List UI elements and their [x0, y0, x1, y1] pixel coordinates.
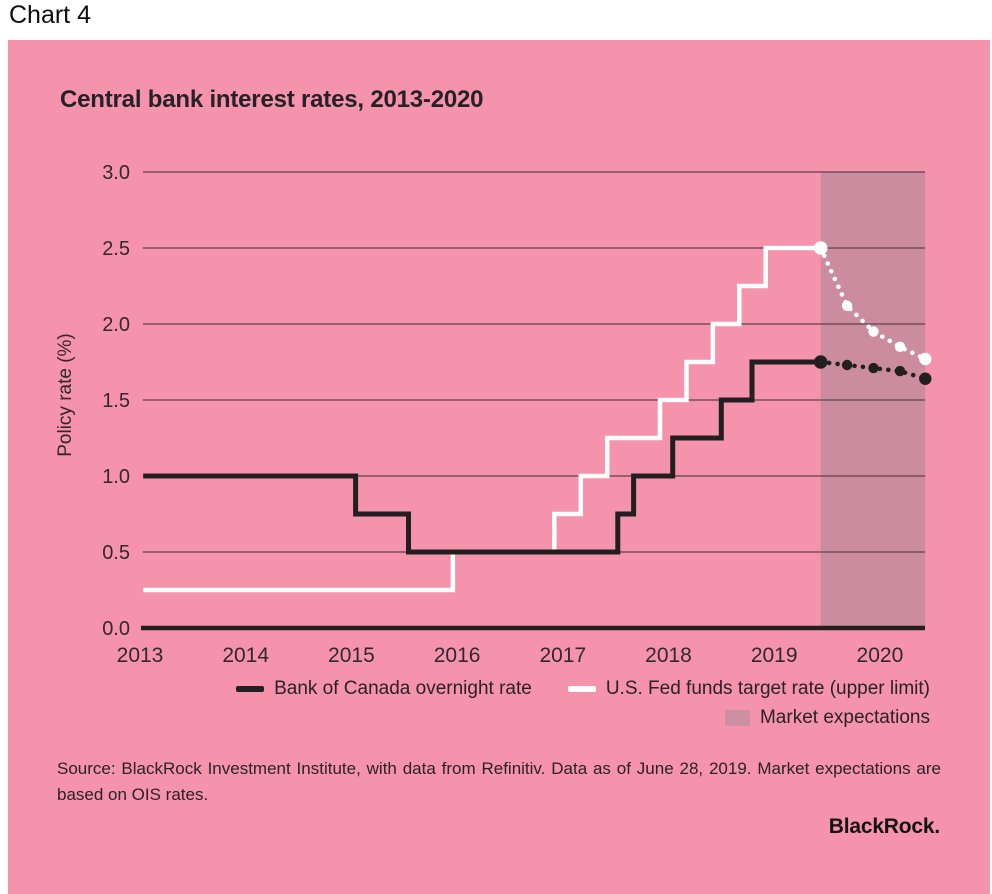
y-axis-title: Policy rate (%) — [55, 333, 76, 457]
chart-title: Central bank interest rates, 2013-2020 — [60, 86, 484, 113]
x-tick-label: 2017 — [539, 644, 586, 667]
y-tick-label: 1.0 — [102, 466, 130, 488]
y-tick-label: 2.0 — [102, 314, 130, 336]
fed-line-swatch — [567, 686, 596, 692]
source-note: Source: BlackRock Investment Institute, … — [57, 759, 941, 804]
boc-expectations-dotted-dot — [868, 362, 879, 374]
legend-label-boc: Bank of Canada overnight rate — [274, 678, 532, 699]
legend-item-boc: Bank of Canada overnight rate — [236, 678, 532, 700]
legend-row-1: Bank of Canada overnight rate U.S. Fed f… — [143, 678, 930, 700]
y-tick-label: 2.5 — [102, 238, 130, 260]
fed-expectations-dotted-dot — [919, 352, 932, 366]
y-tick-label: 1.5 — [102, 390, 130, 412]
y-tick-label: 0.5 — [102, 542, 130, 564]
y-tick-label: 0.0 — [102, 618, 130, 640]
fed-expectations-dotted-dot — [841, 300, 853, 311]
fed-expectations-dotted-dot — [868, 326, 879, 337]
x-tick-label: 2018 — [645, 644, 692, 667]
chart-panel: Central bank interest rates, 2013-2020 3… — [8, 40, 990, 894]
x-tick-label: 2020 — [857, 644, 904, 667]
x-tick-label: 2019 — [751, 644, 798, 667]
fed-rate-line — [143, 245, 821, 593]
legend-item-expectations: Market expectations — [724, 707, 930, 729]
x-tick-label: 2015 — [328, 644, 375, 667]
page-title: Chart 4 — [9, 1, 91, 29]
x-tick-label: 2016 — [434, 644, 481, 667]
legend-label-fed: U.S. Fed funds target rate (upper limit) — [605, 678, 930, 699]
boc-expectations-dotted-dot — [894, 365, 906, 377]
boc-line-swatch — [236, 686, 265, 692]
x-tick-label: 2013 — [117, 644, 164, 667]
blackrock-logo: BlackRock. — [828, 815, 940, 838]
legend-item-fed: U.S. Fed funds target rate (upper limit) — [567, 678, 930, 700]
y-tick-label: 3.0 — [102, 162, 130, 184]
fed-expectations-dotted-dot — [894, 341, 906, 352]
boc-expectations-dotted-dot — [841, 359, 853, 371]
fed-expectations-dotted-dot — [813, 241, 828, 255]
legend-row-2: Market expectations — [143, 707, 930, 729]
boc-expectations-dotted-dot — [813, 355, 828, 369]
boc-expectations-dotted-dot — [919, 372, 932, 385]
policy-rate-chart: 3.0 2.5 2.0 1.5 1.0 0.5 0.0 2013 2014 2015 2016 201… — [102, 162, 932, 667]
legend-label-expectations: Market expectations — [759, 707, 930, 728]
boc-rate-line — [143, 359, 821, 555]
x-tick-label: 2014 — [222, 644, 269, 667]
expectations-area-swatch — [724, 710, 750, 726]
